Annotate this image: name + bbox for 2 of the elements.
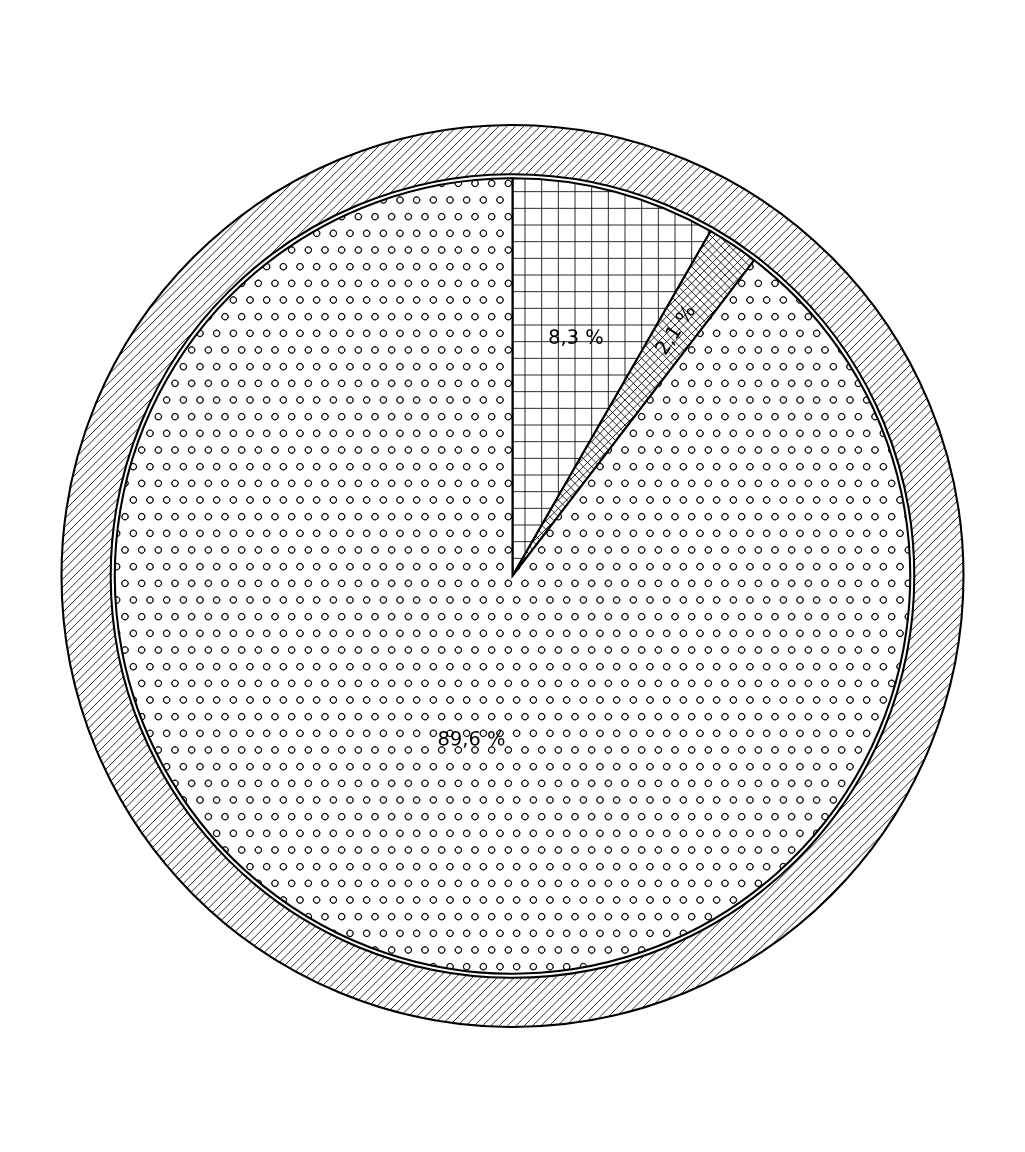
data-label: 89,6 % — [438, 730, 505, 748]
data-label: 2,1 % — [653, 303, 698, 357]
